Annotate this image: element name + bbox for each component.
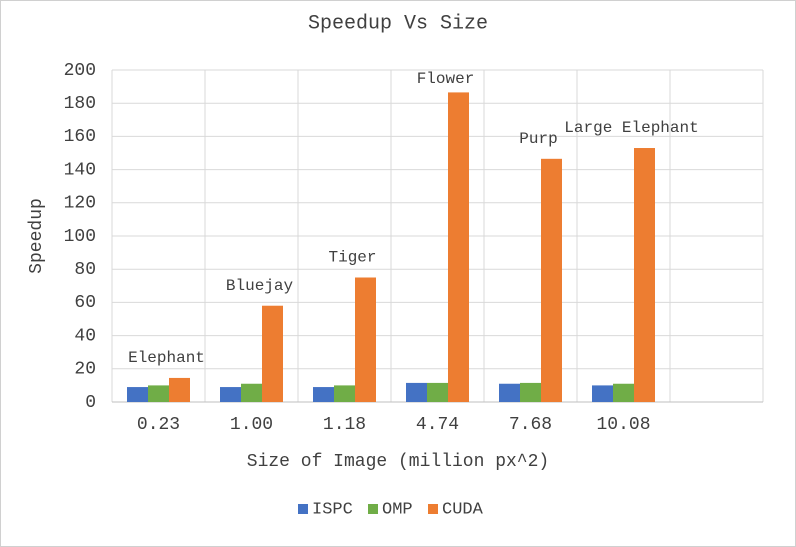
bar: [613, 383, 634, 402]
bar: [634, 148, 655, 402]
annotation: Elephant: [128, 349, 205, 367]
y-axis-label: Speedup: [27, 198, 47, 274]
legend-swatch: [428, 504, 438, 514]
y-tick-label: 180: [64, 94, 96, 114]
x-tick-label: 1.00: [230, 415, 273, 435]
bar: [148, 385, 169, 402]
annotation: Tiger: [328, 249, 376, 267]
y-tick-label: 120: [64, 194, 96, 214]
bar: [241, 383, 262, 402]
bar: [592, 385, 613, 402]
legend-label: ISPC: [312, 500, 353, 519]
y-tick-label: 140: [64, 160, 96, 180]
bar: [541, 158, 562, 402]
bar: [355, 277, 376, 402]
legend-label: OMP: [382, 500, 413, 519]
y-tick-label: 20: [74, 360, 96, 380]
bar: [499, 383, 520, 402]
bar: [127, 387, 148, 402]
y-tick-label: 0: [85, 393, 96, 413]
x-tick-label: 7.68: [509, 415, 552, 435]
bar: [262, 305, 283, 402]
annotation: Purp: [519, 130, 557, 148]
legend-label: CUDA: [442, 500, 484, 519]
y-tick-label: 80: [74, 260, 96, 280]
y-tick-label: 200: [64, 61, 96, 81]
annotation: Large Elephant: [564, 119, 698, 137]
bar: [313, 387, 334, 402]
bar: [220, 387, 241, 402]
y-tick-label: 40: [74, 326, 96, 346]
x-tick-label: 4.74: [416, 415, 459, 435]
bar: [520, 382, 541, 402]
x-tick-label: 0.23: [137, 415, 180, 435]
bar: [406, 382, 427, 402]
y-tick-label: 160: [64, 127, 96, 147]
bar: [427, 382, 448, 402]
annotation: Bluejay: [226, 277, 294, 295]
annotation: Flower: [417, 70, 475, 88]
chart-title: Speedup Vs Size: [308, 12, 488, 35]
legend-swatch: [368, 504, 378, 514]
bar: [334, 385, 355, 402]
bar: [448, 92, 469, 402]
x-tick-label: 1.18: [323, 415, 366, 435]
bar: [169, 377, 190, 402]
x-axis-label: Size of Image (million px^2): [247, 452, 549, 472]
y-tick-label: 100: [64, 227, 96, 247]
legend-swatch: [298, 504, 308, 514]
y-tick-label: 60: [74, 293, 96, 313]
x-tick-label: 10.08: [596, 415, 650, 435]
